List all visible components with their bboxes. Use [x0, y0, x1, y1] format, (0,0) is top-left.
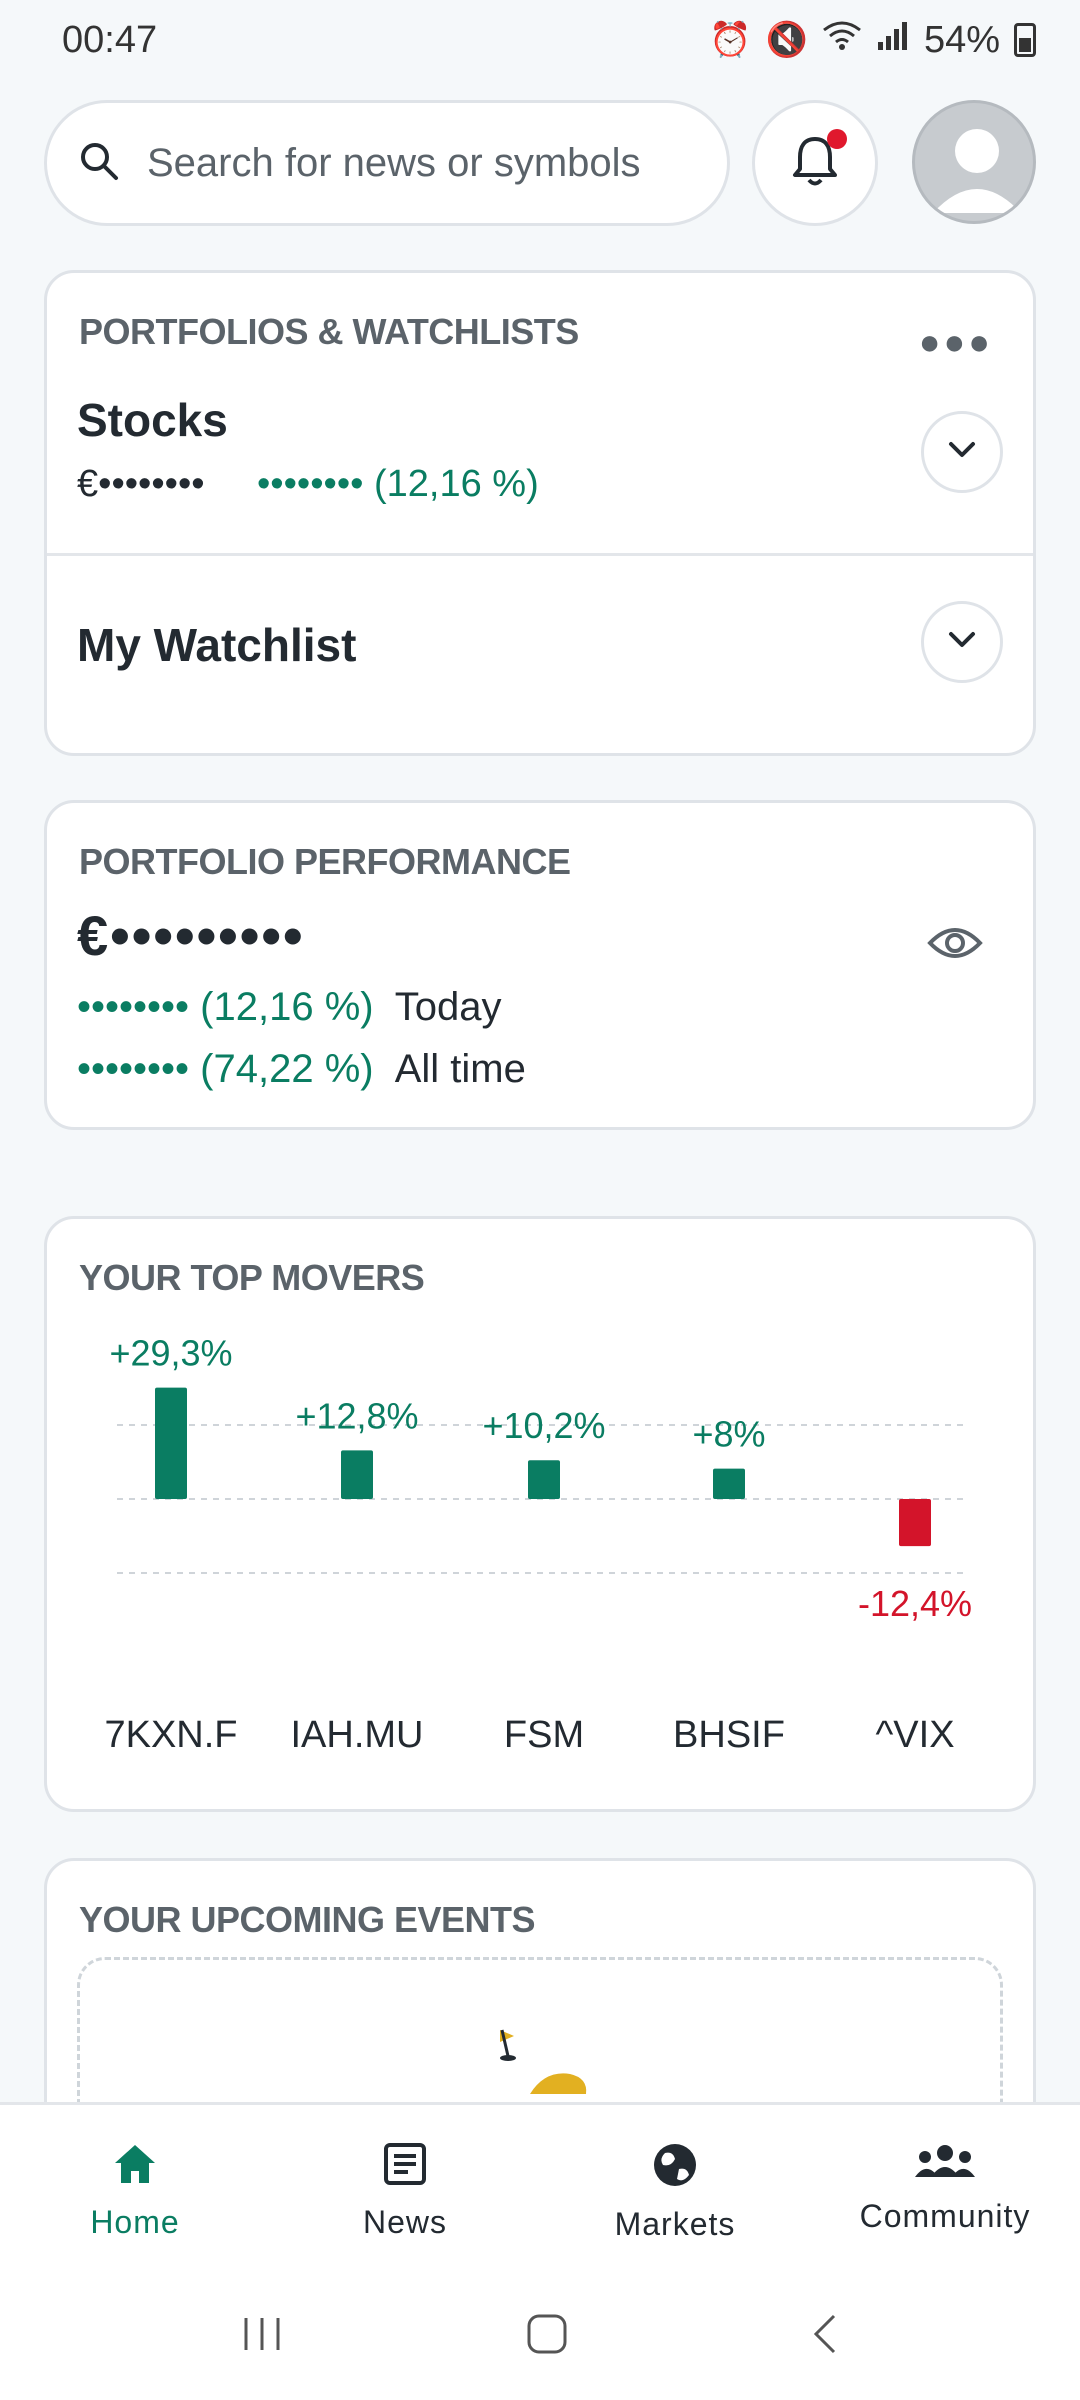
- bar-value-label: +12,8%: [295, 1395, 418, 1436]
- today-pct: (12,16 %): [200, 985, 374, 1029]
- expand-stocks-button[interactable]: [921, 411, 1003, 493]
- alarm-icon: ⏰: [709, 21, 752, 59]
- nav-news[interactable]: News: [270, 2105, 540, 2272]
- expand-watchlist-button[interactable]: [921, 601, 1003, 683]
- status-bar: 00:47 ⏰ 🔇 54%: [0, 0, 1080, 80]
- ticker-label[interactable]: ^VIX: [875, 1714, 954, 1756]
- events-title: YOUR UPCOMING EVENTS: [79, 1899, 536, 1940]
- performance-all-time: •••••••• (74,22 %) All time: [77, 1047, 526, 1092]
- bar-value-label: -12,4%: [858, 1583, 972, 1624]
- all-time-dots: ••••••••: [77, 1047, 190, 1091]
- home-icon: [111, 2141, 159, 2192]
- portfolio-change: •••••••• (12,16 %): [257, 463, 539, 506]
- ticker-label[interactable]: BHSIF: [673, 1714, 785, 1756]
- avatar[interactable]: [912, 100, 1036, 224]
- ticker-label[interactable]: FSM: [504, 1714, 584, 1756]
- back-icon[interactable]: [810, 2312, 840, 2361]
- notifications-button[interactable]: [752, 100, 878, 226]
- top-movers-card: YOUR TOP MOVERS +29,3% 7KXN.F +12,8% IAH.MU…: [44, 1216, 1036, 1812]
- bar-bhsif[interactable]: [713, 1468, 745, 1499]
- search-icon: [77, 139, 121, 188]
- top-bar: Search for news or symbols: [44, 100, 1036, 226]
- ticker-label[interactable]: IAH.MU: [291, 1714, 424, 1756]
- home-button-icon[interactable]: [525, 2312, 569, 2361]
- events-placeholder: [77, 1957, 1003, 2155]
- status-time: 00:47: [62, 18, 158, 61]
- wifi-icon: [822, 20, 862, 61]
- chevron-down-icon: [947, 630, 977, 655]
- nav-markets[interactable]: Markets: [540, 2105, 810, 2272]
- bar-value-label: +10,2%: [482, 1405, 605, 1446]
- eye-icon[interactable]: [927, 923, 983, 968]
- today-label: Today: [394, 985, 502, 1029]
- portfolio-name-stocks[interactable]: Stocks: [77, 394, 228, 446]
- bar-vix[interactable]: [899, 1499, 931, 1547]
- battery-text: 54%: [923, 18, 1000, 61]
- performance-today: •••••••• (12,16 %) Today: [77, 985, 501, 1030]
- nav-home[interactable]: Home: [0, 2105, 270, 2272]
- bar-value-label: +8%: [692, 1414, 765, 1455]
- search-input[interactable]: Search for news or symbols: [44, 100, 730, 226]
- notification-badge: [827, 129, 847, 149]
- bar-7kxnf[interactable]: [155, 1387, 187, 1499]
- top-movers-chart: +29,3% 7KXN.F +12,8% IAH.MU +10,2% FSM +8% BHSI…: [104, 1333, 972, 1756]
- ticker-label[interactable]: 7KXN.F: [104, 1714, 237, 1756]
- portfolio-change-dots: ••••••••: [257, 463, 364, 505]
- watchlist-name[interactable]: My Watchlist: [77, 619, 357, 671]
- globe-icon: [651, 2141, 699, 2194]
- search-placeholder: Search for news or symbols: [147, 140, 641, 185]
- top-movers-title: YOUR TOP MOVERS: [79, 1257, 425, 1298]
- nav-community[interactable]: Community: [810, 2105, 1080, 2272]
- portfolio-performance-card[interactable]: PORTFOLIO PERFORMANCE €••••••••• •••••••…: [44, 800, 1036, 1130]
- nav-community-label: Community: [859, 2198, 1031, 2234]
- events-illustration: [500, 2029, 587, 2094]
- bell-icon: [789, 133, 841, 194]
- performance-title: PORTFOLIO PERFORMANCE: [79, 841, 571, 882]
- portfolios-title: PORTFOLIOS & WATCHLISTS: [79, 311, 579, 352]
- bottom-nav: Home News Markets Community: [0, 2102, 1080, 2272]
- chevron-down-icon: [947, 440, 977, 465]
- recent-apps-icon[interactable]: [240, 2314, 284, 2359]
- portfolio-value: €••••••••: [77, 463, 205, 505]
- signal-icon: [876, 20, 910, 61]
- system-nav-bar: [0, 2272, 1080, 2400]
- portfolios-watchlists-card: PORTFOLIOS & WATCHLISTS ●●● Stocks €••••…: [44, 270, 1036, 756]
- community-icon: [915, 2141, 975, 2186]
- news-icon: [382, 2141, 428, 2192]
- more-options-icon[interactable]: ●●●: [918, 321, 993, 362]
- bar-iahmu[interactable]: [341, 1450, 373, 1499]
- all-time-label: All time: [394, 1047, 526, 1091]
- all-time-pct: (74,22 %): [200, 1047, 374, 1091]
- today-dots: ••••••••: [77, 985, 190, 1029]
- bar-fsm[interactable]: [528, 1460, 560, 1499]
- status-icons: ⏰ 🔇 54%: [709, 19, 1036, 62]
- battery-icon: [1014, 23, 1036, 57]
- divider: [47, 553, 1033, 556]
- bar-value-label: +29,3%: [109, 1333, 232, 1374]
- performance-value: €•••••••••: [77, 904, 305, 967]
- mute-icon: 🔇: [765, 21, 808, 59]
- nav-home-label: Home: [90, 2204, 180, 2240]
- nav-markets-label: Markets: [614, 2206, 736, 2242]
- portfolio-change-pct: (12,16 %): [374, 463, 539, 505]
- nav-news-label: News: [362, 2204, 447, 2240]
